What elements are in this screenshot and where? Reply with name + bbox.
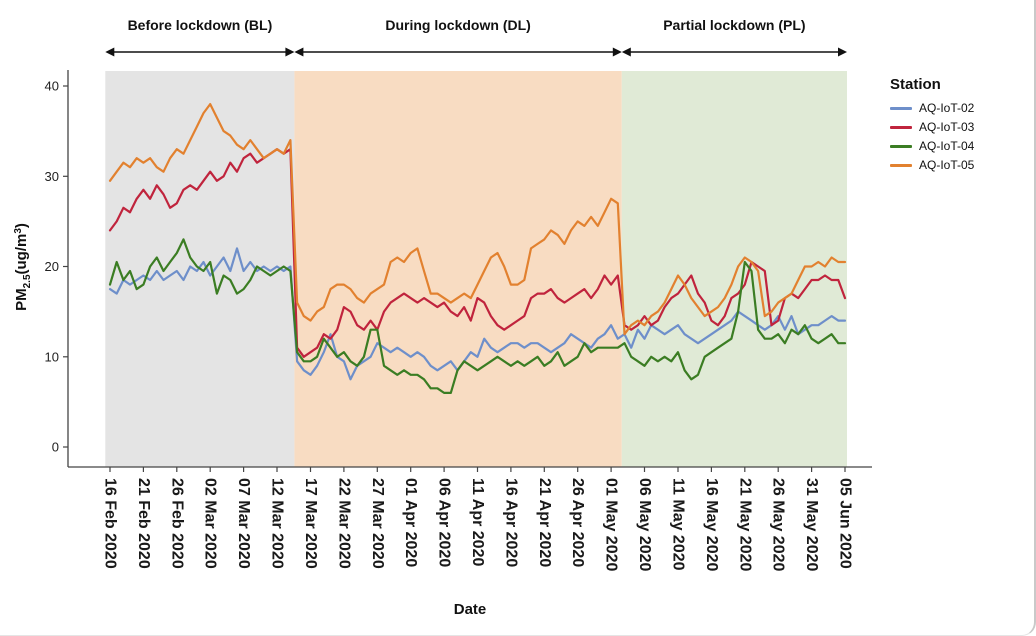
- x-tick-label: 16 Apr 2020: [502, 478, 519, 567]
- x-tick-label: 11 May 2020: [670, 478, 687, 571]
- x-tick-label: 01 May 2020: [603, 478, 620, 572]
- legend-item: AQ-IoT-03: [890, 120, 974, 134]
- x-tick-label: 06 Apr 2020: [436, 478, 453, 567]
- x-tick-label: 06 May 2020: [636, 478, 653, 572]
- region-label-0: Before lockdown (BL): [128, 17, 273, 33]
- x-tick-label: 02 Mar 2020: [202, 478, 219, 569]
- arrow-right-head-icon: [838, 47, 848, 57]
- series-line-AQ-IoT-04: [108, 238, 847, 394]
- x-tick-label: 26 Apr 2020: [569, 478, 586, 567]
- legend-color-swatch: [890, 106, 912, 110]
- x-tick-label: 11 Apr 2020: [469, 478, 486, 566]
- region-band-2: [621, 71, 847, 467]
- x-axis-title: Date: [454, 601, 487, 618]
- legend-item-label: AQ-IoT-04: [919, 139, 975, 153]
- legend-color-swatch: [890, 163, 912, 167]
- x-tick-label: 26 Feb 2020: [168, 478, 185, 569]
- legend-title: Station: [890, 76, 941, 93]
- y-tick-label: 0: [52, 440, 59, 455]
- y-tick-label: 10: [45, 349, 59, 364]
- x-tick-label: 16 Feb 2020: [102, 478, 119, 569]
- x-tick-label: 05 Jun 2020: [837, 478, 854, 569]
- arrow-left-head-icon: [105, 47, 115, 57]
- legend-color-swatch: [890, 144, 912, 148]
- x-tick-label: 01 Apr 2020: [402, 478, 419, 567]
- x-tick-label: 07 Mar 2020: [235, 478, 252, 569]
- x-tick-label: 21 May 2020: [736, 478, 753, 572]
- y-tick-label: 40: [45, 79, 59, 94]
- series-line-AQ-IoT-03: [108, 148, 847, 358]
- arrow-right-head-icon: [285, 47, 295, 57]
- x-tick-label: 31 May 2020: [803, 478, 820, 572]
- x-tick-label: 21 Apr 2020: [536, 478, 553, 567]
- region-label-1: During lockdown (DL): [385, 17, 530, 33]
- region-band-1: [294, 71, 622, 467]
- legend-item: AQ-IoT-05: [890, 158, 974, 172]
- x-tick-label: 22 Mar 2020: [335, 478, 352, 569]
- arrow-left-head-icon: [294, 47, 304, 57]
- legend-color-swatch: [890, 125, 912, 129]
- x-tick-label: 26 May 2020: [770, 478, 787, 572]
- legend-item-label: AQ-IoT-05: [919, 158, 975, 172]
- legend-item-label: AQ-IoT-02: [919, 101, 975, 115]
- legend-item: AQ-IoT-04: [890, 139, 974, 153]
- series-line-AQ-IoT-02: [108, 247, 847, 381]
- y-axis-title: PM2.5(ug/m3): [13, 223, 33, 311]
- x-tick-label: 17 Mar 2020: [302, 478, 319, 569]
- y-tick-label: 20: [45, 259, 59, 274]
- region-label-2: Partial lockdown (PL): [663, 17, 805, 33]
- x-tick-label: 21 Feb 2020: [135, 478, 152, 569]
- x-tick-label: 27 Mar 2020: [369, 478, 386, 569]
- x-tick-label: 16 May 2020: [703, 478, 720, 572]
- arrow-left-head-icon: [621, 47, 631, 57]
- x-tick-label: 12 Mar 2020: [269, 478, 286, 569]
- legend: Station AQ-IoT-02 AQ-IoT-03 AQ-IoT-04 AQ…: [890, 76, 974, 172]
- series-line-AQ-IoT-05: [108, 102, 847, 336]
- arrow-right-head-icon: [612, 47, 622, 57]
- legend-item-label: AQ-IoT-03: [919, 120, 975, 134]
- y-tick-label: 30: [45, 169, 59, 184]
- legend-item: AQ-IoT-02: [890, 101, 974, 115]
